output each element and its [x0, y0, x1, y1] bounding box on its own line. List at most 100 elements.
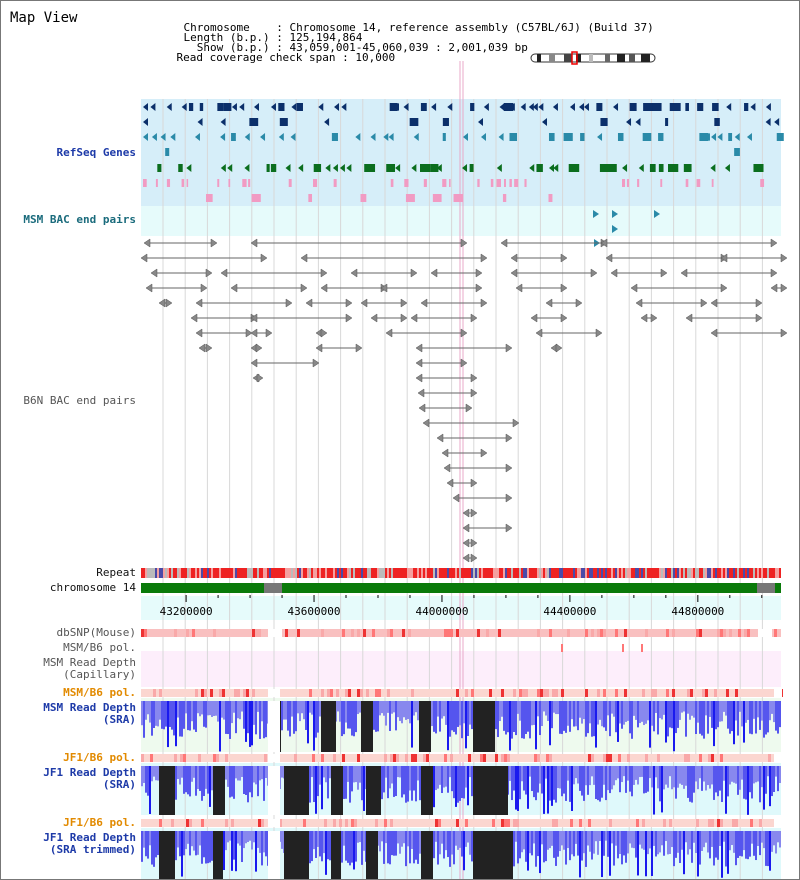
msm-depth-bar	[657, 701, 659, 735]
jf1-depth-bar	[413, 766, 415, 791]
refseq-exon-mark	[333, 179, 337, 187]
msm-depth-bar	[685, 701, 687, 737]
pol-gap	[268, 689, 280, 697]
bac-end-left	[443, 463, 451, 473]
msm-depth-bar	[195, 701, 197, 732]
repeat-element	[631, 568, 633, 578]
jf1-depth-bar	[407, 766, 409, 802]
repeat-element	[247, 568, 249, 578]
msm-depth-bar	[501, 701, 503, 717]
repeat-element	[149, 568, 151, 578]
dbsnp-strip-cell	[486, 629, 489, 637]
track-label-msm-b6-pol-1: MSM/B6 pol.	[63, 641, 136, 654]
repeat-element	[745, 568, 747, 578]
jf1-depth-bar	[571, 766, 573, 811]
repeat-element	[363, 568, 365, 578]
repeat-element	[159, 568, 161, 578]
refseq-gene	[239, 103, 245, 111]
refseq-gene	[503, 103, 514, 111]
jf1-depth-bar	[143, 766, 145, 783]
jf1-trim-depth-bar	[461, 831, 463, 857]
repeat-element	[689, 568, 691, 578]
msm-depth-bar	[205, 701, 207, 728]
jf1-b6-pol-trim-strip-cell	[663, 819, 666, 827]
refseq-gene	[188, 103, 194, 111]
jf1-depth-bar	[319, 766, 321, 785]
bac-end-left	[220, 268, 228, 278]
jf1-depth-bar	[323, 766, 325, 778]
jf1-depth-bar	[185, 766, 187, 793]
refseq-exon-mark	[685, 179, 689, 187]
msm-depth-bar	[411, 701, 413, 748]
msm-depth-bar	[257, 701, 259, 712]
repeat-element	[243, 568, 245, 578]
chromosome-value: Chromosome 14, reference assembly (C57BL…	[289, 21, 654, 34]
track-label-jf1-read-depth-trimmed: JF1 Read Depth (SRA trimmed)	[43, 831, 136, 856]
msm-depth-bar	[515, 701, 517, 736]
jf1-b6-pol-trim-strip-cell	[231, 819, 234, 827]
jf1-depth-bar	[777, 766, 779, 792]
msm-depth-bar	[663, 701, 665, 715]
msm-depth-bar	[717, 701, 719, 728]
msm-depth-bar	[519, 701, 521, 721]
msm-depth-bar	[283, 701, 285, 720]
jf1-b6-pol-strip-cell	[183, 754, 186, 762]
refseq-exon-mark	[186, 179, 189, 187]
msm-depth-bar	[379, 701, 381, 716]
jf1-depth-bar	[667, 766, 669, 788]
refseq-exon-mark	[503, 179, 506, 187]
msm-depth-bar	[751, 701, 753, 735]
msm-b6-pol-strip-cell	[321, 689, 324, 697]
jf1-b6-pol-strip-cell	[468, 754, 471, 762]
jf1-trim-depth-bar	[777, 831, 779, 843]
msm-depth-saturated	[473, 701, 495, 752]
jf1-depth-bar	[229, 766, 231, 798]
repeat-element	[405, 568, 407, 578]
msm-depth-bar	[581, 701, 583, 724]
msm-depth-bar	[433, 701, 435, 732]
msm-depth-bar	[693, 701, 695, 718]
refseq-gene	[409, 118, 419, 126]
repeat-element	[685, 568, 687, 578]
refseq-gene	[285, 164, 291, 172]
repeat-element	[773, 568, 775, 578]
repeat-element	[147, 568, 149, 578]
jf1-trim-depth-saturated	[421, 831, 433, 879]
repeat-element	[305, 568, 307, 578]
jf1-depth-bar	[395, 766, 397, 797]
repeat-element	[199, 568, 201, 578]
msm-b6-pol-strip-cell	[714, 689, 717, 697]
jf1-trim-depth-bar	[589, 831, 591, 852]
jf1-b6-pol-trim-strip-cell	[159, 819, 162, 827]
msm-depth-bar	[217, 701, 219, 722]
refseq-gene	[160, 133, 166, 141]
msm-depth-bar	[513, 701, 515, 732]
msm-depth-bar	[409, 701, 411, 724]
track-label-dbsnp: dbSNP(Mouse)	[56, 626, 136, 639]
msm-depth-bar	[757, 701, 759, 718]
jf1-depth-bar	[689, 766, 691, 802]
jf1-trim-depth-bar	[187, 831, 189, 844]
repeat-element	[355, 568, 357, 578]
msm-depth-bar	[527, 701, 529, 732]
msm-depth-bar	[579, 701, 581, 718]
jf1-b6-pol-strip-cell	[609, 754, 612, 762]
jf1-depth-bar	[633, 766, 635, 785]
jf1-trim-depth-bar	[639, 831, 641, 845]
repeat-element	[233, 568, 235, 578]
jf1-depth-bar	[757, 766, 759, 782]
repeat-element	[197, 568, 199, 578]
jf1-b6-pol-trim-strip-cell	[384, 819, 387, 827]
jf1-trim-depth-bar	[207, 831, 209, 864]
repeat-element	[205, 568, 207, 578]
msm-depth-bar	[731, 701, 733, 732]
msm-depth-bar	[441, 701, 443, 719]
repeat-element	[367, 568, 369, 578]
jf1-depth-bar	[701, 766, 703, 791]
repeat-element	[517, 568, 519, 578]
jf1-depth-bar	[745, 766, 747, 800]
msm-depth-bar	[713, 701, 715, 747]
jf1-trim-depth-bar	[413, 831, 415, 864]
jf1-depth-bar	[729, 766, 731, 785]
